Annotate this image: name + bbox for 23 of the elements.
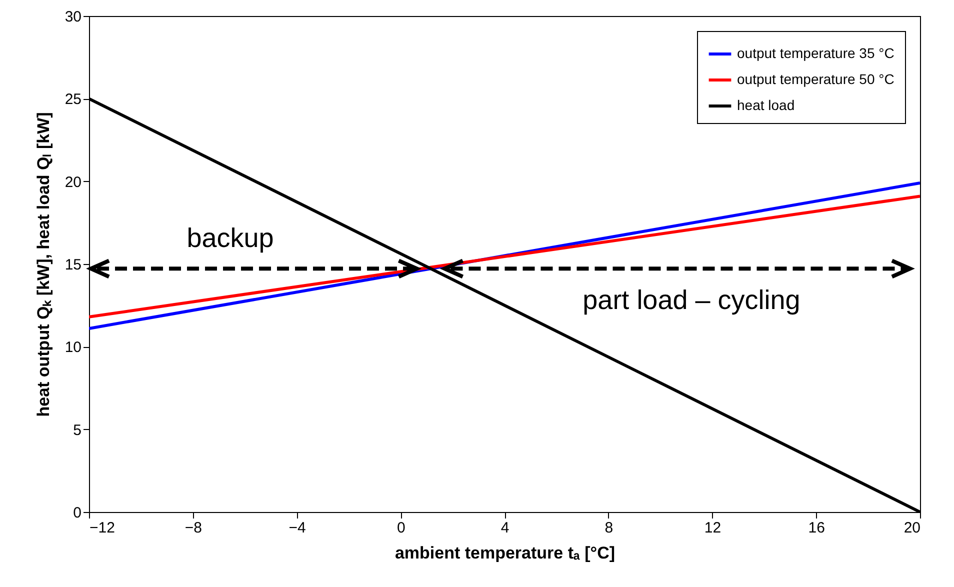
x-tick-label: 8 — [604, 520, 614, 536]
x-tick-label: −4 — [288, 520, 306, 536]
x-tick-label: 16 — [808, 520, 825, 536]
x-tick-label: −12 — [90, 520, 115, 536]
y-tick-label: 30 — [64, 8, 82, 26]
y-tick-label: 20 — [64, 174, 82, 191]
legend-label: output temperature 50 °C — [737, 71, 894, 87]
x-tick-label: 0 — [396, 520, 406, 536]
x-tick-label: 20 — [904, 520, 920, 536]
y-tick-label: 15 — [64, 256, 82, 274]
y-tick-label: 25 — [64, 91, 82, 108]
x-axis-title: ambient temperature tₐ [°C] — [394, 544, 616, 562]
y-tick-label: 0 — [73, 504, 82, 522]
y-axis-title: heat output Qₖ [kW], heat load Qₗ [kW] — [34, 112, 53, 417]
legend-label: heat load — [737, 97, 795, 113]
x-tick-label: 4 — [500, 520, 510, 536]
y-tick-label: 5 — [73, 422, 82, 439]
legend-label: output temperature 35 °C — [737, 45, 894, 61]
x-tick-label: −8 — [184, 520, 202, 536]
y-tick-label: 10 — [64, 339, 82, 356]
annotation: part load – cycling — [582, 285, 800, 316]
annotation: backup — [186, 223, 274, 254]
x-tick-label: 12 — [704, 520, 722, 536]
